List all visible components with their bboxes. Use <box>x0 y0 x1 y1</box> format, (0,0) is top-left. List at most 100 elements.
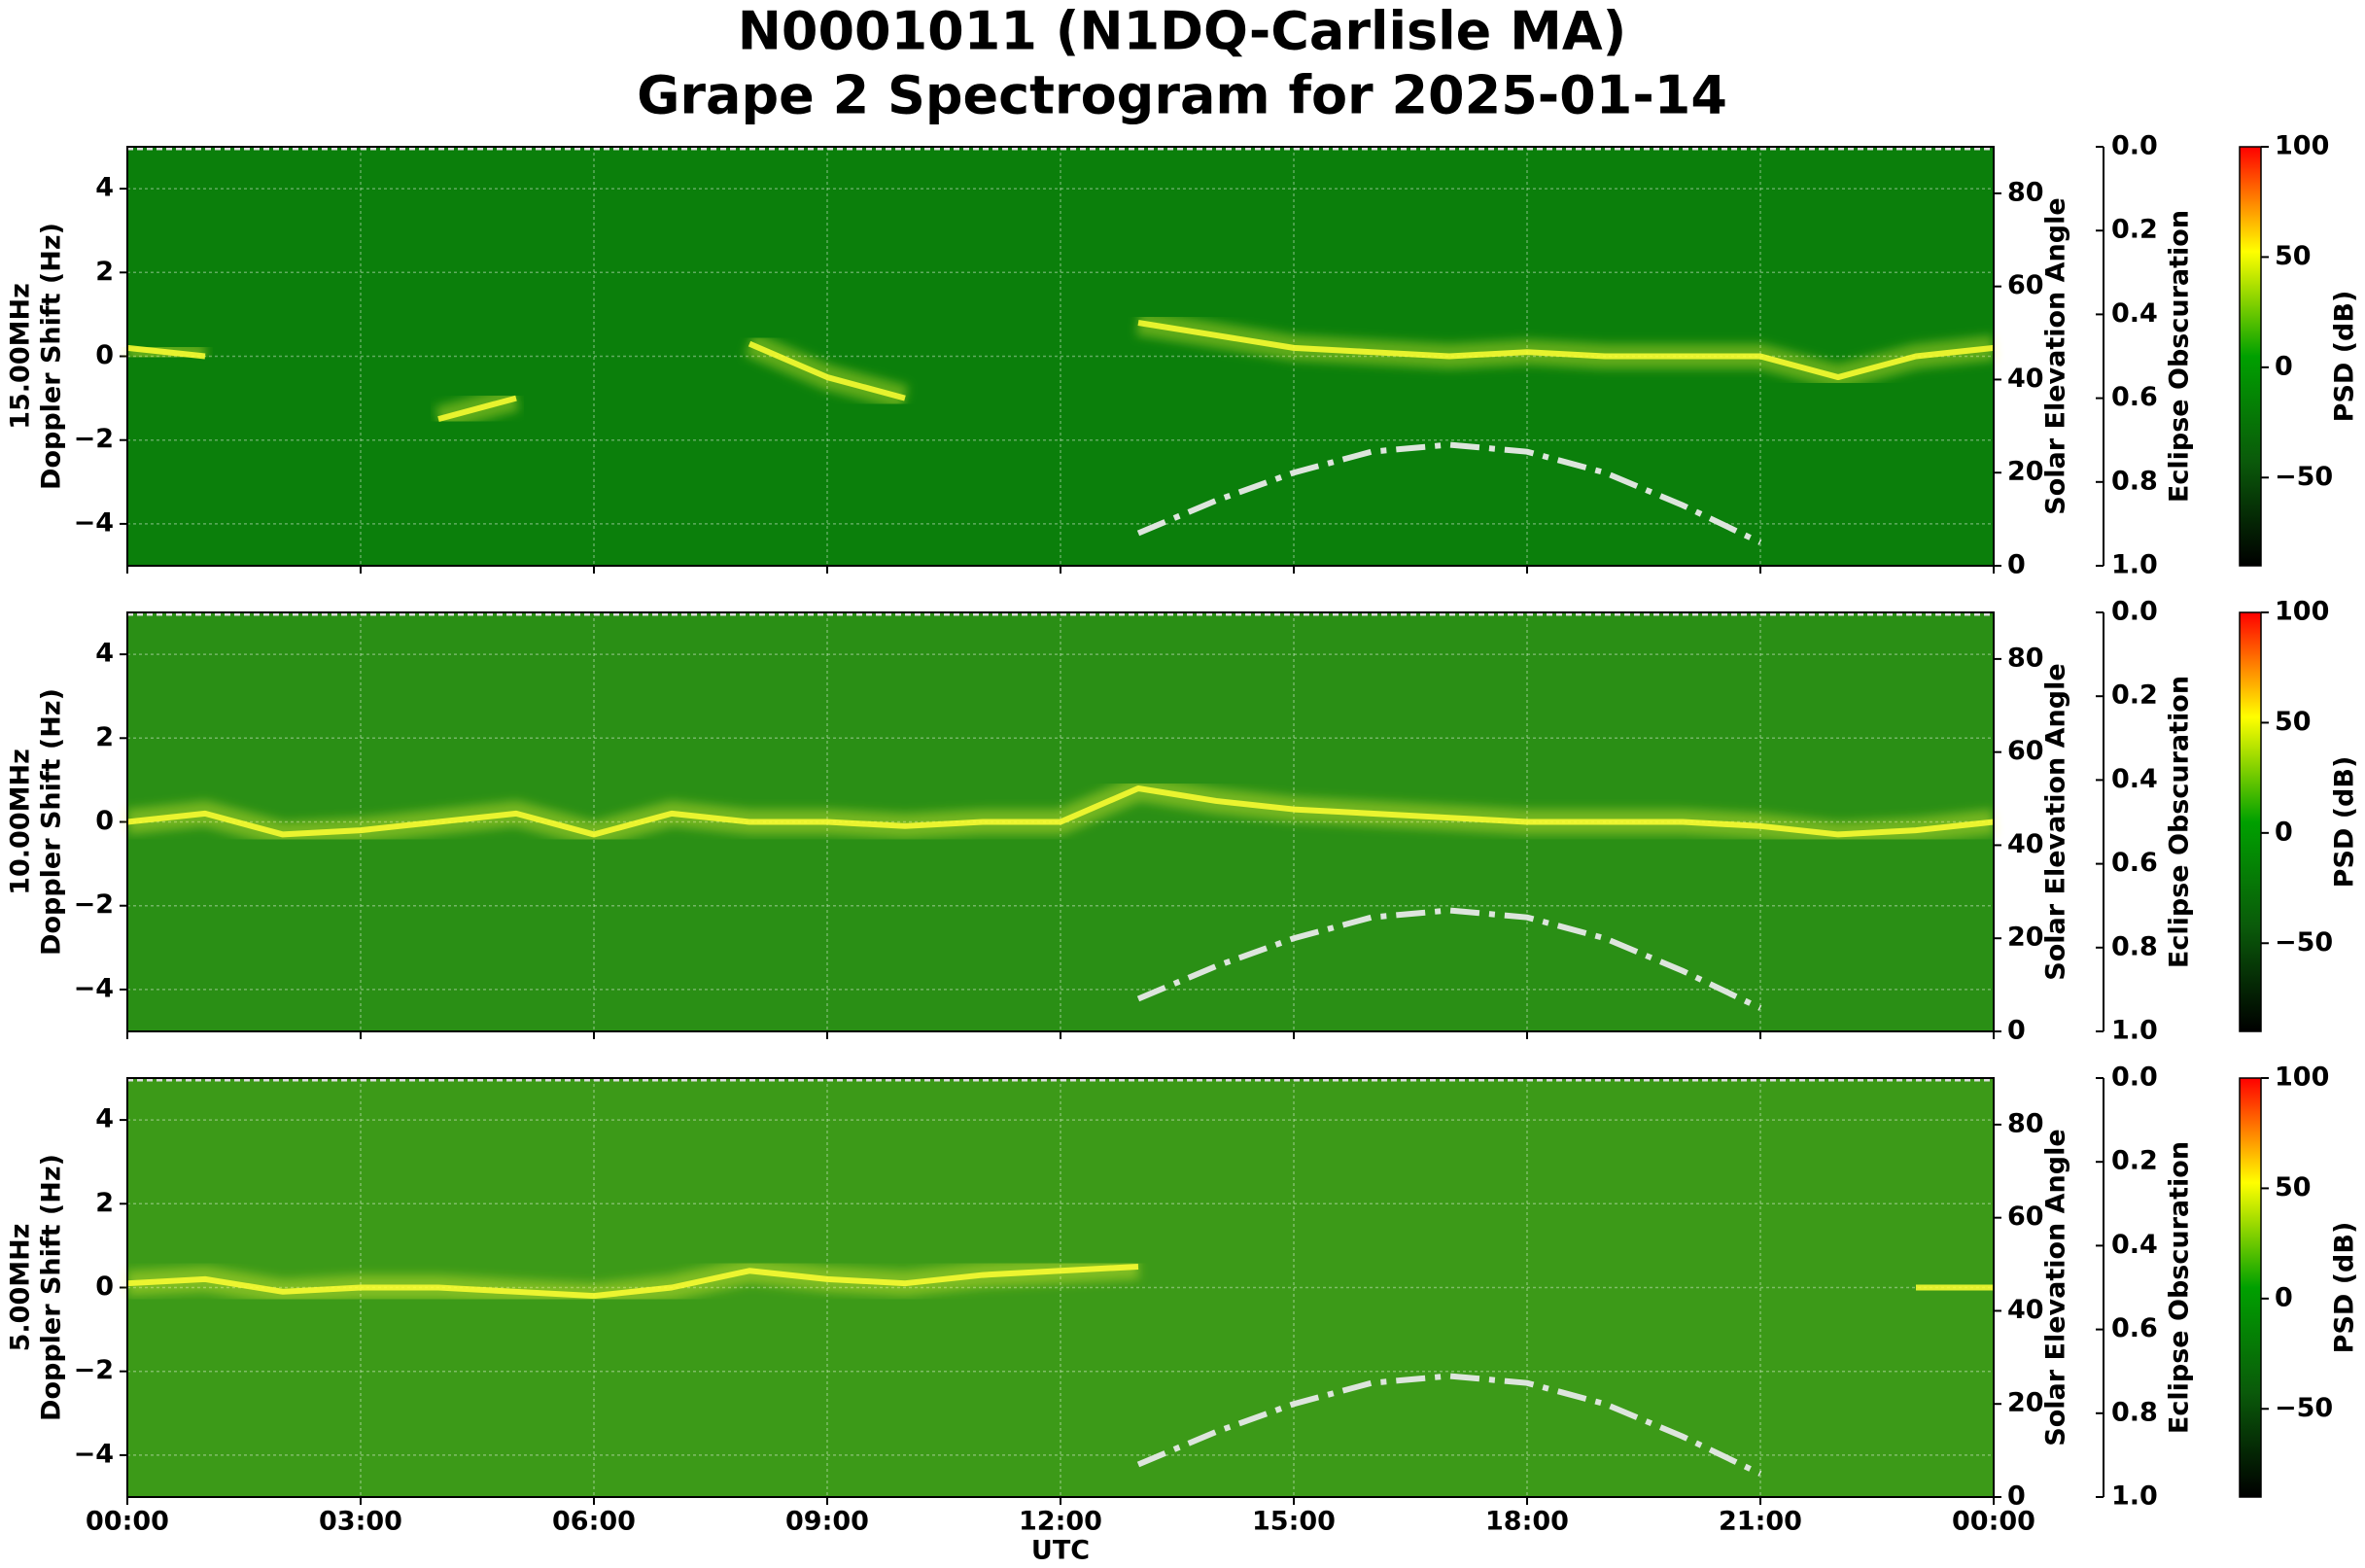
colorbar-tick-label: 50 <box>2275 1172 2312 1202</box>
colorbar-tick-label: 0 <box>2275 1282 2293 1312</box>
colorbar-tick-label: 100 <box>2275 597 2329 627</box>
colorbar-tick-label: 0 <box>2275 817 2293 847</box>
colorbar-tick-label: 50 <box>2275 241 2312 271</box>
y-tick-label: −2 <box>74 424 114 454</box>
colorbar-label: PSD (dB) <box>2330 756 2360 889</box>
solar-elevation-line <box>1136 1373 1762 1477</box>
y2-axis-label: Solar Elevation Angle <box>2041 1129 2071 1446</box>
y3-tick-label: 0.2 <box>2111 680 2158 711</box>
y2-tick-label: 40 <box>2007 829 2044 859</box>
y3-axis-label: Eclipse Obscuration <box>2165 1141 2195 1434</box>
x-tick-label: 06:00 <box>552 1507 636 1537</box>
y3-tick-label: 0.0 <box>2111 1063 2158 1093</box>
y-axis-label: 10.00MHz <box>6 749 36 895</box>
x-tick-label: 18:00 <box>1485 1507 1569 1537</box>
doppler-trace <box>126 1263 1139 1300</box>
y3-tick-label: 1.0 <box>2111 550 2158 580</box>
y-tick-label: 4 <box>95 1104 114 1134</box>
y2-tick-label: 80 <box>2007 1108 2044 1138</box>
chart-subtitle: Grape 2 Spectrogram for 2025-01-14 <box>637 65 1727 126</box>
y3-tick-label: 0.8 <box>2111 931 2158 961</box>
y-axis-label: Doppler Shift (Hz) <box>37 1154 67 1421</box>
colorbar-tick-label: −50 <box>2275 462 2333 492</box>
y-tick-label: 2 <box>95 1188 114 1218</box>
colorbar-tick-label: 0 <box>2275 351 2293 381</box>
y-tick-label: 0 <box>95 806 114 836</box>
solar-elevation-line <box>1136 907 1762 1011</box>
x-tick-label: 00:00 <box>86 1507 169 1537</box>
y3-tick-label: 0.0 <box>2111 131 2158 161</box>
chart-title: N0001011 (N1DQ-Carlisle MA) <box>738 1 1627 62</box>
colorbar-tick-label: −50 <box>2275 1393 2333 1423</box>
y2-tick-label: 80 <box>2007 643 2044 673</box>
colorbar-tick-label: 100 <box>2275 131 2329 161</box>
y2-tick-label: 60 <box>2007 736 2044 766</box>
y-tick-label: 2 <box>95 722 114 752</box>
y-tick-label: −4 <box>74 507 114 538</box>
y-axis-label: 15.00MHz <box>6 283 36 430</box>
y-tick-label: −2 <box>74 889 114 920</box>
y3-tick-label: 1.0 <box>2111 1481 2158 1512</box>
y-tick-label: −2 <box>74 1355 114 1385</box>
x-tick-label: 00:00 <box>1952 1507 2035 1537</box>
x-axis-label: UTC <box>1031 1536 1090 1566</box>
y3-tick-label: 0.6 <box>2111 848 2158 878</box>
y3-tick-label: 0.2 <box>2111 215 2158 245</box>
y-axis-label: 5.00MHz <box>6 1224 36 1352</box>
y2-tick-label: 20 <box>2007 923 2044 953</box>
y2-tick-label: 0 <box>2007 1481 2026 1512</box>
y-tick-label: 0 <box>95 340 114 370</box>
y2-axis-label: Solar Elevation Angle <box>2041 663 2071 980</box>
y-axis-label: Doppler Shift (Hz) <box>37 223 67 490</box>
colorbar <box>2239 1077 2262 1498</box>
y2-tick-label: 80 <box>2007 177 2044 207</box>
plot-frame <box>126 146 1995 567</box>
y3-tick-label: 0.8 <box>2111 1397 2158 1427</box>
x-tick-label: 15:00 <box>1252 1507 1336 1537</box>
y2-tick-label: 60 <box>2007 1202 2044 1232</box>
y3-axis-label: Eclipse Obscuration <box>2165 676 2195 968</box>
y-tick-label: −4 <box>74 1439 114 1469</box>
y2-axis-label: Solar Elevation Angle <box>2041 197 2071 514</box>
x-tick-label: 03:00 <box>319 1507 402 1537</box>
y3-tick-label: 0.6 <box>2111 1313 2158 1343</box>
colorbar <box>2239 611 2262 1032</box>
y3-tick-label: 0.4 <box>2111 1230 2158 1260</box>
doppler-trace <box>126 785 1995 838</box>
y-axis-label: Doppler Shift (Hz) <box>37 688 67 956</box>
y-tick-label: 2 <box>95 257 114 287</box>
y-tick-label: 4 <box>95 173 114 203</box>
y2-tick-label: 40 <box>2007 364 2044 394</box>
y3-tick-label: 0.0 <box>2111 597 2158 627</box>
y-tick-label: 4 <box>95 639 114 669</box>
plot-frame <box>126 611 1995 1032</box>
y3-tick-label: 0.8 <box>2111 466 2158 496</box>
colorbar-tick-label: 100 <box>2275 1063 2329 1093</box>
colorbar-tick-label: 50 <box>2275 707 2312 737</box>
y2-tick-label: 60 <box>2007 270 2044 300</box>
doppler-trace <box>1137 320 1995 381</box>
y3-tick-label: 1.0 <box>2111 1016 2158 1046</box>
y3-axis-label: Eclipse Obscuration <box>2165 210 2195 503</box>
y3-tick-label: 0.2 <box>2111 1146 2158 1176</box>
colorbar <box>2239 146 2262 567</box>
y2-tick-label: 20 <box>2007 1388 2044 1418</box>
colorbar-label: PSD (dB) <box>2330 291 2360 423</box>
y2-tick-label: 0 <box>2007 550 2026 580</box>
x-tick-label: 21:00 <box>1719 1507 1802 1537</box>
x-tick-label: 12:00 <box>1019 1507 1102 1537</box>
plot-frame <box>126 1077 1995 1498</box>
y2-tick-label: 40 <box>2007 1295 2044 1325</box>
y3-tick-label: 0.4 <box>2111 298 2158 329</box>
doppler-trace <box>126 344 206 360</box>
colorbar-label: PSD (dB) <box>2330 1222 2360 1354</box>
solar-elevation-line <box>1136 441 1762 545</box>
y2-tick-label: 0 <box>2007 1016 2026 1046</box>
y2-tick-label: 20 <box>2007 457 2044 487</box>
doppler-trace <box>437 395 517 423</box>
x-tick-label: 09:00 <box>785 1507 869 1537</box>
y-tick-label: 0 <box>95 1272 114 1302</box>
y3-tick-label: 0.4 <box>2111 764 2158 794</box>
y-tick-label: −4 <box>74 973 114 1003</box>
